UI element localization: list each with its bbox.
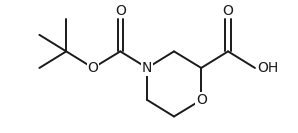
Text: O: O	[115, 4, 126, 18]
Text: N: N	[142, 61, 152, 75]
Text: O: O	[223, 4, 234, 18]
Text: O: O	[196, 93, 207, 107]
Text: O: O	[88, 61, 99, 75]
Text: OH: OH	[257, 61, 278, 75]
